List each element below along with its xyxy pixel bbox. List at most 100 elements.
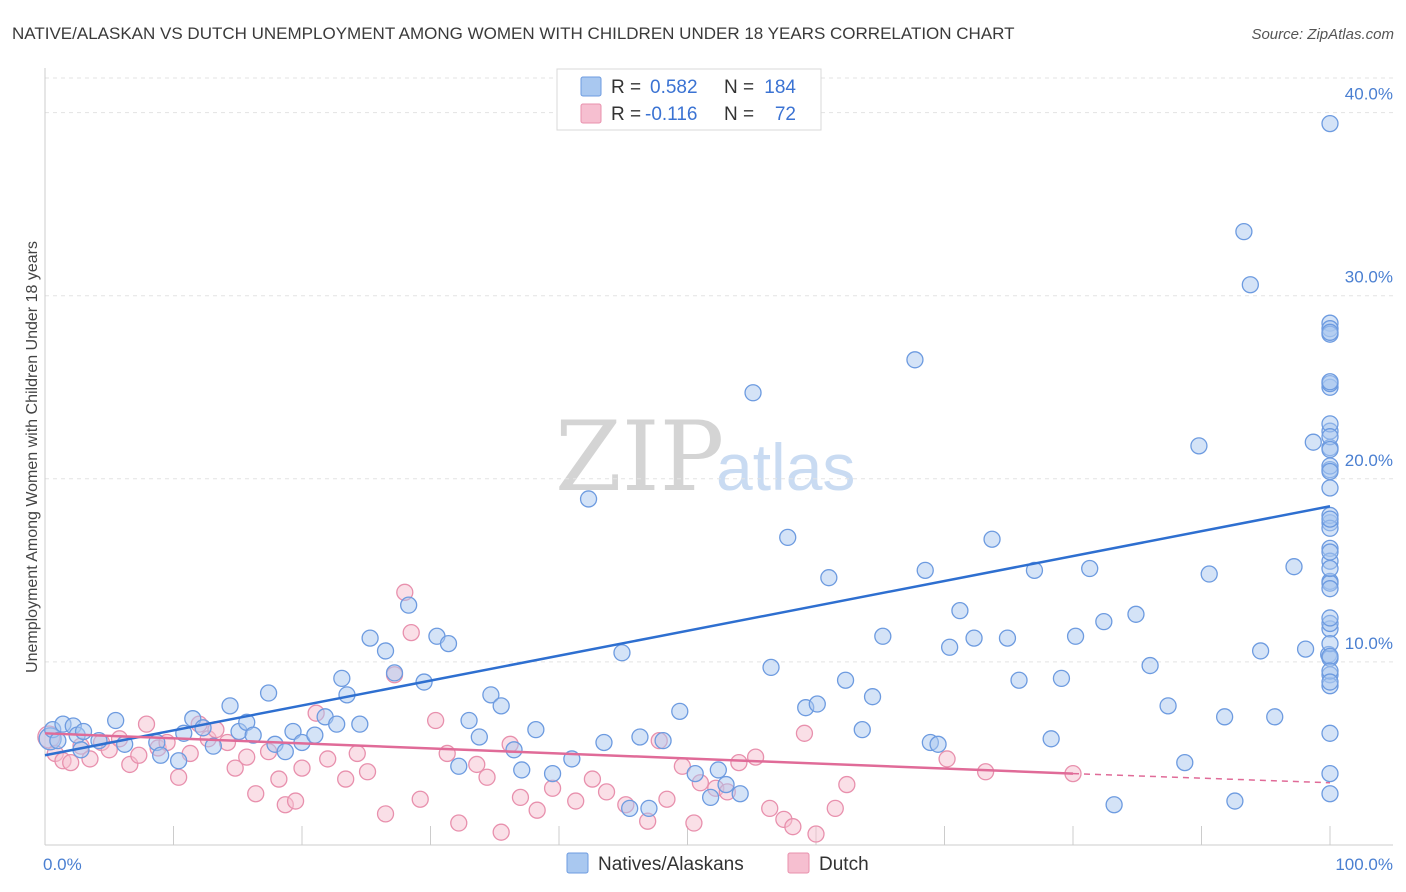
natives-point-91 (1141, 656, 1159, 675)
natives-point-121 (1321, 724, 1339, 742)
natives-point-41 (460, 711, 478, 730)
dutch-point-43 (492, 823, 510, 841)
natives-point-101 (1266, 708, 1284, 726)
legend-r-value-dutch: -0.116 (645, 104, 697, 125)
natives-point-99 (1241, 276, 1259, 294)
natives-point-9 (107, 711, 125, 730)
legend-swatch-dutch (580, 103, 602, 124)
dutch-point-10 (130, 746, 148, 764)
bottom-legend-dutch: Dutch (819, 854, 869, 875)
natives-point-57 (671, 702, 689, 720)
natives-point-143 (1321, 647, 1339, 666)
dutch-point-47 (543, 779, 562, 797)
natives-point-68 (820, 569, 838, 587)
dutch-point-49 (583, 770, 602, 788)
legend-n-value-dutch: 72 (775, 104, 796, 125)
natives-point-108 (1321, 479, 1339, 497)
natives-point-138 (1321, 510, 1339, 528)
dutch-trendline (44, 732, 1074, 775)
natives-point-78 (951, 601, 969, 620)
gridlines (45, 77, 1393, 663)
x-tick-label-1: 100.0% (1335, 855, 1393, 874)
natives-point-50 (579, 490, 598, 508)
natives-point-45 (505, 741, 523, 759)
dutch-point-37 (411, 790, 429, 808)
trendlines (44, 505, 1331, 784)
bottom-legend-swatch-natives (566, 852, 589, 874)
natives-point-128 (1321, 580, 1339, 598)
natives-point-96 (1215, 708, 1234, 726)
natives-point-33 (361, 629, 379, 647)
natives-point-146 (1321, 673, 1339, 691)
dutch-point-54 (658, 790, 676, 808)
natives-point-62 (731, 785, 749, 803)
natives-point-63 (744, 384, 762, 402)
dutch-point-46 (528, 801, 546, 819)
x-tick-labels: 0.0% 100.0% (43, 855, 1393, 874)
y-tick-label-3: 40.0% (1345, 85, 1393, 104)
legend-r-value-natives: 0.582 (650, 77, 698, 98)
legend-n-value-natives: 184 (764, 77, 796, 98)
bottom-legend: Natives/Alaskans Dutch (566, 852, 869, 875)
x-tick-label-0: 0.0% (43, 855, 82, 874)
y-tick-label-2: 30.0% (1345, 268, 1393, 287)
dutch-point-3 (62, 753, 80, 772)
natives-trendline (44, 505, 1331, 757)
natives-point-88 (1095, 612, 1113, 631)
dutch-point-42 (478, 768, 496, 786)
natives-point-56 (654, 731, 672, 750)
dutch-point-50 (597, 783, 616, 801)
dutch-point-11 (137, 715, 156, 733)
natives-point-137 (1321, 462, 1339, 481)
natives-point-13 (169, 752, 188, 770)
legend-swatch-natives (580, 76, 602, 97)
dutch-point-26 (286, 792, 305, 810)
natives-point-51 (595, 733, 613, 752)
natives-point-16 (194, 719, 212, 737)
natives-point-87 (1081, 559, 1099, 578)
natives-point-72 (874, 627, 892, 645)
y-tick-labels: 10.0% 20.0% 30.0% 40.0% (1345, 85, 1393, 653)
natives-point-139 (1321, 609, 1339, 627)
natives-point-46 (513, 761, 531, 779)
natives-point-70 (853, 721, 871, 739)
axes (44, 68, 1393, 846)
natives-point-55 (640, 799, 658, 818)
dutch-point-14 (169, 768, 188, 786)
dutch-point-56 (685, 814, 703, 832)
natives-point-35 (385, 664, 404, 682)
natives-point-69 (836, 671, 855, 689)
natives-points (38, 114, 1339, 818)
dutch-point-40 (450, 814, 468, 832)
natives-point-53 (621, 799, 639, 818)
legend: R = 0.582 N = 184 R = -0.116 N = 72 (556, 68, 822, 131)
natives-point-93 (1176, 753, 1194, 772)
natives-point-94 (1190, 437, 1208, 455)
natives-point-60 (709, 761, 727, 779)
natives-point-18 (221, 697, 239, 715)
natives-point-27 (306, 726, 324, 744)
natives-point-40 (450, 757, 468, 775)
natives-point-90 (1127, 605, 1145, 623)
natives-point-130 (1321, 373, 1339, 391)
dutch-point-67 (826, 799, 844, 818)
natives-point-100 (1251, 642, 1270, 660)
dutch-trendline-extension (1072, 772, 1331, 784)
natives-point-103 (1296, 640, 1315, 658)
natives-point-141 (1321, 785, 1339, 803)
chart-title: NATIVE/ALASKAN VS DUTCH UNEMPLOYMENT AMO… (12, 24, 1015, 43)
dutch-point-61 (746, 748, 765, 766)
natives-point-81 (998, 629, 1017, 647)
dutch-point-66 (807, 825, 825, 843)
natives-point-140 (1321, 323, 1339, 341)
natives-point-85 (1052, 669, 1071, 688)
y-axis-label: Unemployment Among Women with Children U… (24, 241, 41, 673)
dutch-point-24 (270, 770, 288, 788)
natives-point-61 (717, 775, 735, 794)
natives-point-84 (1042, 730, 1060, 748)
natives-point-47 (527, 721, 545, 739)
dutch-point-30 (337, 770, 355, 788)
natives-point-97 (1226, 792, 1244, 810)
natives-point-109 (1321, 114, 1339, 133)
natives-point-36 (400, 596, 418, 614)
